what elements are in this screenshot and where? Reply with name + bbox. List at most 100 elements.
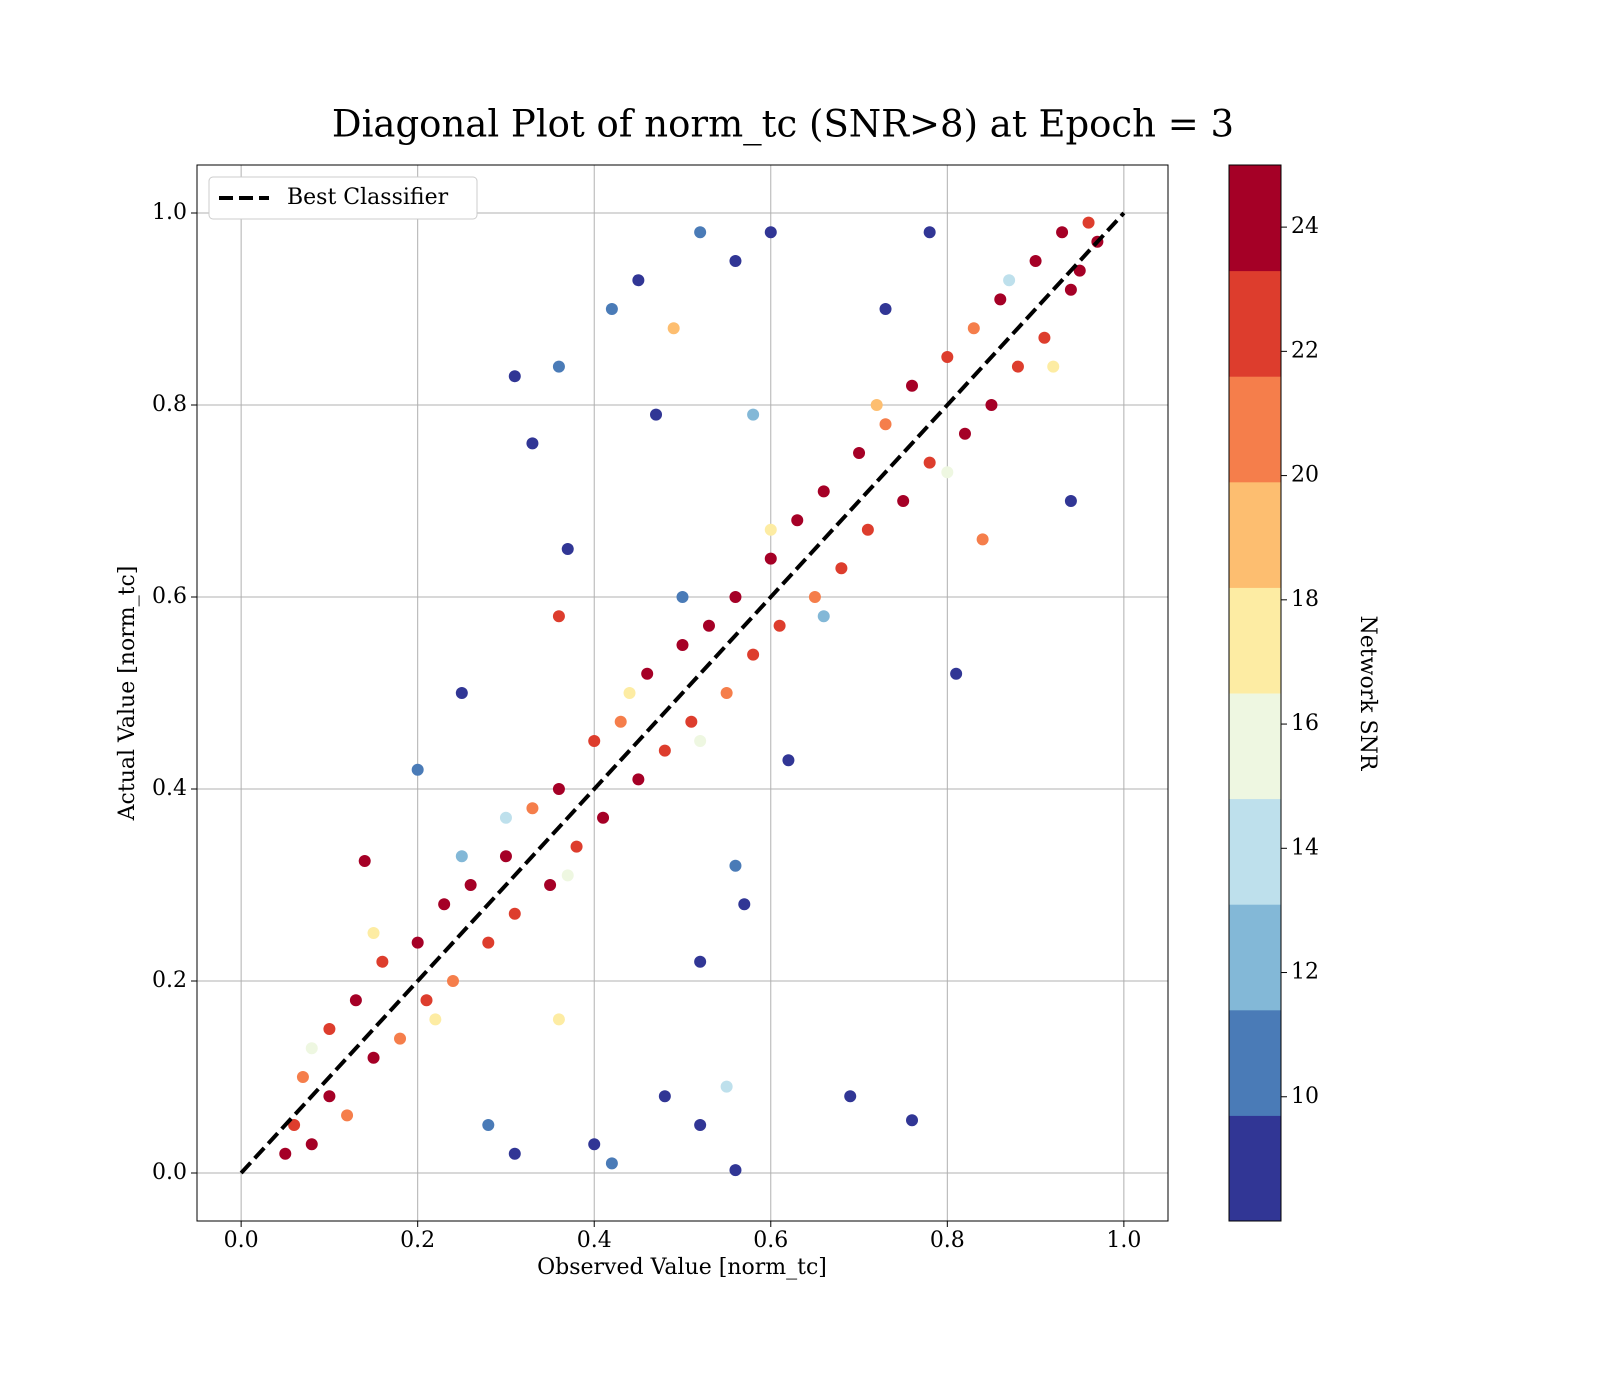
point (1029, 255, 1042, 267)
point (694, 955, 707, 968)
point (1064, 495, 1077, 507)
point (676, 639, 689, 651)
point (376, 955, 389, 968)
colorbar-tick-label: 10 (1291, 1084, 1319, 1109)
point (729, 1164, 742, 1177)
colorbar-tick-label: 16 (1291, 711, 1319, 736)
chart-title: Diagonal Plot of norm_tc (SNR>8) at Epoc… (332, 103, 1234, 147)
point (658, 1090, 671, 1103)
point (879, 303, 892, 315)
point (455, 850, 468, 863)
point (552, 783, 565, 795)
colorbar-segment (1229, 587, 1281, 694)
point (1056, 226, 1069, 239)
point (817, 610, 830, 623)
colorbar-segment (1229, 904, 1281, 1011)
colorbar-tick-label: 18 (1291, 587, 1319, 612)
point (349, 994, 362, 1007)
point (508, 370, 521, 383)
point (420, 994, 433, 1007)
point (499, 850, 512, 863)
point (958, 427, 971, 440)
point (720, 687, 733, 699)
point (879, 418, 892, 431)
point (1073, 264, 1086, 277)
x-tick-label: 0.2 (400, 1228, 435, 1253)
point (305, 1138, 318, 1151)
point (702, 619, 715, 632)
point (367, 1051, 380, 1064)
point (985, 399, 998, 411)
point (358, 855, 371, 867)
point (967, 322, 980, 335)
y-tick-label: 0.4 (152, 776, 187, 801)
point (923, 456, 936, 469)
x-tick-label: 1.0 (1106, 1228, 1141, 1253)
point (411, 936, 424, 949)
legend-box (208, 176, 478, 220)
point (605, 303, 618, 315)
point (870, 399, 883, 411)
point (694, 735, 707, 747)
point (526, 802, 539, 815)
point (552, 1013, 565, 1026)
point (650, 408, 663, 421)
point (411, 763, 424, 776)
point (279, 1147, 292, 1160)
point (1082, 216, 1095, 229)
point (394, 1032, 407, 1045)
point (561, 543, 574, 555)
point (446, 975, 459, 987)
point (499, 811, 512, 824)
point (941, 351, 954, 363)
point (632, 773, 645, 786)
y-tick-label: 1.0 (152, 200, 187, 225)
colorbar-frame (1228, 164, 1282, 1222)
colorbar-segment (1229, 798, 1281, 905)
point (976, 533, 989, 546)
x-tick-label: 0.4 (577, 1228, 612, 1253)
point (561, 869, 574, 882)
point (817, 485, 830, 498)
point (764, 523, 777, 536)
plot-frame (196, 164, 1169, 1222)
point (1038, 331, 1051, 344)
point (305, 1042, 318, 1055)
colorbar-segment (1229, 481, 1281, 588)
point (1064, 283, 1077, 296)
y-axis-label: Actual Value [norm_tc] (115, 566, 140, 822)
colorbar-segment (1229, 1115, 1281, 1222)
point (597, 811, 610, 824)
colorbar-tick-label: 24 (1291, 214, 1319, 239)
point (861, 523, 874, 536)
point (438, 898, 451, 911)
point (641, 667, 654, 680)
point (906, 379, 919, 392)
colorbar-tick-label: 22 (1291, 338, 1319, 363)
point (906, 1114, 919, 1127)
point (676, 591, 689, 603)
point (588, 1138, 601, 1151)
point (747, 648, 760, 661)
point (720, 1080, 733, 1093)
colorbar-label: Network SNR (1355, 616, 1380, 772)
colorbar-segment (1229, 376, 1281, 483)
y-tick-label: 0.2 (152, 968, 187, 993)
point (738, 898, 751, 911)
point (773, 619, 786, 632)
point (570, 840, 583, 853)
point (552, 360, 565, 373)
point (296, 1071, 309, 1083)
point (764, 552, 777, 565)
point (623, 687, 636, 699)
point (288, 1119, 301, 1131)
point (1011, 360, 1024, 373)
point (782, 754, 795, 767)
point (994, 293, 1007, 306)
colorbar-segment (1229, 1009, 1281, 1116)
point (605, 1157, 618, 1170)
point (508, 1147, 521, 1160)
point (808, 591, 821, 603)
point (323, 1023, 336, 1035)
point (544, 879, 557, 891)
